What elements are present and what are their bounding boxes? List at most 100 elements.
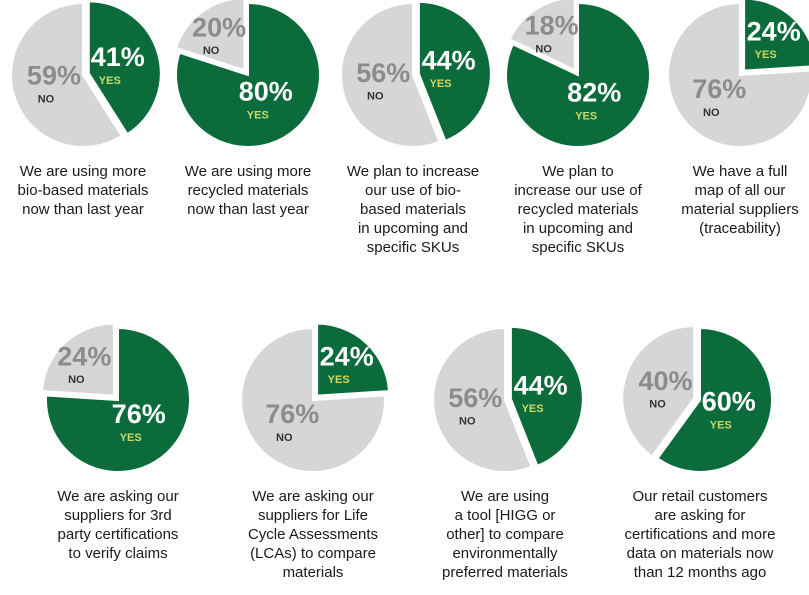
slice-value: 82% xyxy=(567,78,621,108)
caption-line: preferred materials xyxy=(442,564,568,581)
caption-line: than 12 months ago xyxy=(634,564,767,581)
caption-line: bio-based materials xyxy=(18,182,149,199)
caption-line: (LCAs) to compare xyxy=(250,545,376,562)
caption-line: based materials xyxy=(360,201,466,218)
slice-value: 24% xyxy=(320,341,374,371)
pie-slice xyxy=(340,1,441,148)
pie-slice xyxy=(10,1,123,148)
slice-value: 41% xyxy=(91,42,145,72)
pie-slice xyxy=(87,0,162,136)
slice-category: NO xyxy=(203,45,220,57)
caption-line: specific SKUs xyxy=(532,239,625,256)
caption-line: now than last year xyxy=(22,201,144,218)
slice-value: 76% xyxy=(112,399,166,429)
caption-line: We are using more xyxy=(20,163,146,180)
slice-category: NO xyxy=(367,91,384,103)
slice-category: NO xyxy=(38,93,55,105)
caption-line: material suppliers xyxy=(681,201,799,218)
slice-value: 44% xyxy=(514,370,568,400)
caption-line: our use of bio- xyxy=(365,182,461,199)
slice-category: YES xyxy=(710,419,732,431)
pie-chart: 44% YES 56% NO We plan to increase our use of… xyxy=(340,0,492,256)
caption-line: (traceability) xyxy=(699,220,781,237)
pie-chart: 80% YES 20% NO We are using more recycled mat… xyxy=(174,0,321,218)
pie-slice xyxy=(175,1,321,148)
pie-chart: 82% YES 18% NO We plan to increase our use of… xyxy=(505,0,651,256)
slice-category: NO xyxy=(535,43,552,55)
caption-line: other] to compare xyxy=(446,526,564,543)
caption-line: Our retail customers xyxy=(632,488,767,505)
pie-slice xyxy=(667,1,809,148)
pie-chart: 76% YES 24% NO We are asking our suppliers fo… xyxy=(40,322,191,562)
slice-category: NO xyxy=(459,416,476,428)
caption-line: to verify claims xyxy=(68,545,167,562)
caption-line: recycled materials xyxy=(188,182,309,199)
caption-line: materials xyxy=(283,564,344,581)
pie-slice xyxy=(505,1,651,148)
caption-line: suppliers for Life xyxy=(258,507,368,524)
slice-value: 44% xyxy=(422,45,476,75)
caption-line: in upcoming and xyxy=(358,220,468,237)
pie-slice xyxy=(417,0,492,143)
slice-value: 76% xyxy=(692,74,746,104)
pie-slice xyxy=(45,326,191,473)
slice-value: 80% xyxy=(239,77,293,107)
slice-category: NO xyxy=(68,374,85,386)
slice-category: YES xyxy=(522,403,544,415)
slice-category: YES xyxy=(328,374,350,386)
caption-line: We plan to increase xyxy=(347,163,479,180)
pie-chart: 44% YES 56% NO We are using a tool [HIGG or ot… xyxy=(432,325,584,581)
slice-value: 60% xyxy=(702,386,756,416)
slice-category: NO xyxy=(703,107,720,119)
slice-value: 18% xyxy=(525,11,579,41)
slice-value: 56% xyxy=(448,383,502,413)
slice-value: 24% xyxy=(57,341,111,371)
caption-line: We plan to xyxy=(542,163,613,180)
pie-slice xyxy=(621,325,696,458)
pie-chart: 24% YES 76% NO We are asking our suppliers fo… xyxy=(240,322,391,581)
slice-category: YES xyxy=(99,75,121,87)
slice-category: YES xyxy=(755,49,777,61)
pie-slice xyxy=(40,322,115,397)
caption-line: We are asking our xyxy=(57,488,178,505)
caption-line: We are using xyxy=(461,488,549,505)
pie-slice xyxy=(508,0,576,72)
pie-slice xyxy=(174,0,246,72)
slice-value: 24% xyxy=(747,16,801,46)
slice-category: YES xyxy=(430,78,452,90)
pie-chart: 24% YES 76% NO We have a full map of all our m… xyxy=(667,0,809,237)
pie-chart: 41% YES 59% NO We are using more bio-based ma… xyxy=(10,0,162,218)
slice-value: 20% xyxy=(192,12,246,42)
slice-value: 59% xyxy=(27,61,81,91)
caption-line: a tool [HIGG or xyxy=(455,507,556,524)
caption-line: now than last year xyxy=(187,201,309,218)
slice-value: 40% xyxy=(639,366,693,396)
caption-line: suppliers for 3rd xyxy=(64,507,172,524)
caption-line: in upcoming and xyxy=(523,220,633,237)
caption-line: specific SKUs xyxy=(367,239,460,256)
caption-line: recycled materials xyxy=(518,201,639,218)
pie-slice xyxy=(509,325,584,468)
pie-slice xyxy=(432,326,533,473)
slice-value: 56% xyxy=(356,58,410,88)
slice-category: YES xyxy=(247,109,269,121)
slice-value: 76% xyxy=(265,399,319,429)
caption-line: increase our use of xyxy=(514,182,642,199)
pie-slice xyxy=(240,326,386,473)
pie-chart: 60% YES 40% NO Our retail customers are askin… xyxy=(621,325,776,581)
pie-slice xyxy=(656,326,773,473)
caption-line: We are asking our xyxy=(252,488,373,505)
caption-line: Cycle Assessments xyxy=(248,526,378,543)
caption-line: data on materials now xyxy=(627,545,774,562)
caption-line: map of all our xyxy=(695,182,786,199)
caption-line: party certifications xyxy=(58,526,179,543)
caption-line: certifications and more xyxy=(625,526,776,543)
caption-line: We are using more xyxy=(185,163,311,180)
caption-line: are asking for xyxy=(655,507,746,524)
pie-slice xyxy=(743,0,809,72)
pie-slice xyxy=(316,322,391,397)
slice-category: NO xyxy=(649,399,666,411)
slice-category: YES xyxy=(120,432,142,444)
slice-category: YES xyxy=(575,110,597,122)
